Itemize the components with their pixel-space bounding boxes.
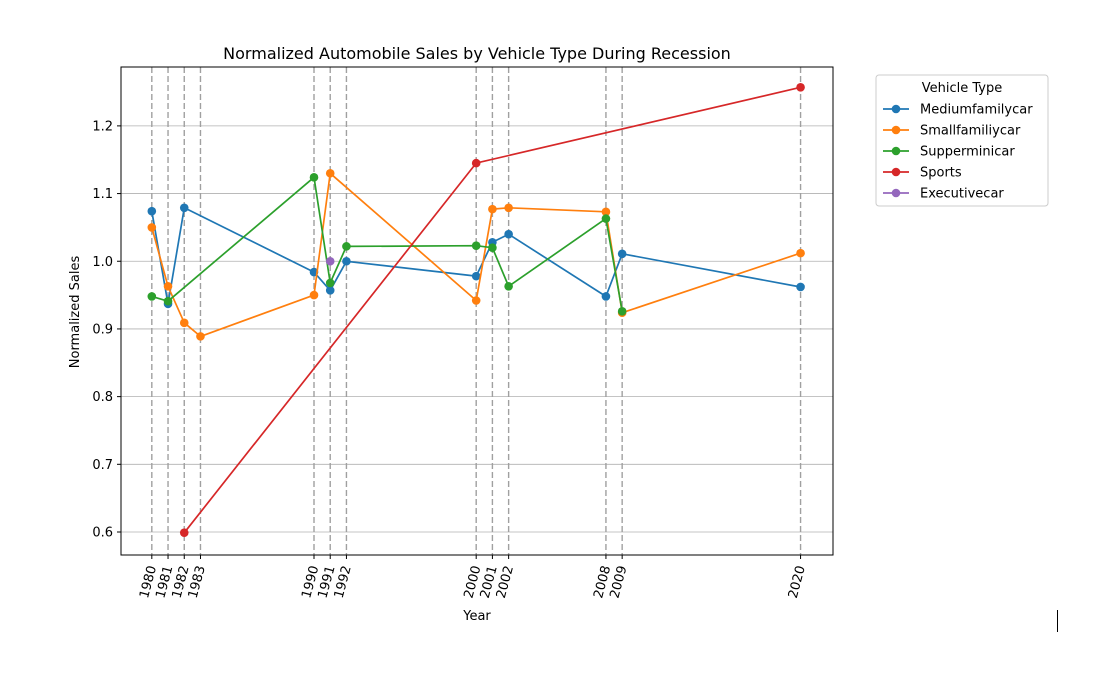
y-tick-label: 1.2 xyxy=(92,119,113,134)
y-tick-label: 1.1 xyxy=(92,187,113,202)
y-tick-label: 0.6 xyxy=(92,525,113,540)
data-point xyxy=(617,249,627,259)
legend-swatch-marker xyxy=(891,125,901,135)
legend-item: Sports xyxy=(883,166,962,181)
series-line xyxy=(150,206,801,305)
data-point xyxy=(342,256,351,266)
series-sports xyxy=(179,83,805,537)
data-point xyxy=(504,229,513,239)
series-line xyxy=(151,176,624,312)
data-point xyxy=(471,241,481,250)
text-cursor xyxy=(1057,610,1058,632)
data-point xyxy=(471,296,481,305)
legend-box xyxy=(875,74,1049,207)
data-point xyxy=(504,281,513,291)
legend-label: Smallfamiliycar xyxy=(920,124,1021,139)
data-point xyxy=(601,214,611,223)
y-tick-label: 1.0 xyxy=(92,255,113,270)
y-tick-label: 0.7 xyxy=(92,458,113,473)
data-point xyxy=(325,256,335,266)
data-point xyxy=(796,83,805,92)
data-point xyxy=(325,286,335,295)
data-point xyxy=(342,242,351,251)
data-point xyxy=(488,243,497,253)
legend-title: Vehicle Type xyxy=(922,81,1002,96)
plot-area-frame xyxy=(120,66,834,556)
legend-item: Mediumfamilycar xyxy=(883,103,1033,118)
recession-year-lines xyxy=(151,67,802,555)
legend-swatch-marker xyxy=(891,104,901,114)
grid-lines xyxy=(121,125,833,533)
series-line xyxy=(150,172,801,338)
data-point xyxy=(309,173,319,182)
legend-label: Sports xyxy=(920,166,962,181)
series-executivecar xyxy=(325,256,335,266)
legend-label: Supperminicar xyxy=(920,145,1015,160)
legend: Vehicle Type Mediumfamilycar Smallfamiliy… xyxy=(875,74,1049,207)
legend-swatch-marker xyxy=(891,188,901,198)
legend-item: Executivecar xyxy=(883,187,1004,202)
data-point xyxy=(163,296,173,306)
data-point xyxy=(471,271,481,281)
legend-swatch-marker xyxy=(891,146,901,156)
legend-item: Smallfamiliycar xyxy=(883,124,1021,139)
data-point xyxy=(471,158,481,168)
data-point xyxy=(617,307,627,316)
series-supperminicar xyxy=(147,173,627,316)
data-point xyxy=(147,206,157,216)
chart-title: Normalized Automobile Sales by Vehicle T… xyxy=(223,44,731,63)
data-point xyxy=(325,278,335,288)
data-point xyxy=(179,318,189,328)
data-point xyxy=(488,204,497,214)
data-point xyxy=(309,290,319,300)
data-point xyxy=(796,248,805,258)
data-point xyxy=(504,203,513,213)
data-point xyxy=(147,223,157,232)
data-point xyxy=(179,528,189,537)
legend-items: Mediumfamilycar Smallfamiliycar Suppermini… xyxy=(883,103,1033,202)
data-point xyxy=(601,207,611,217)
x-tick-label: 2020 xyxy=(786,564,809,600)
data-point xyxy=(179,203,189,213)
series-lines xyxy=(147,83,805,537)
data-point xyxy=(196,332,205,341)
y-tick-label: 0.8 xyxy=(92,390,113,405)
legend-swatch-marker xyxy=(891,167,901,177)
data-point xyxy=(163,281,173,291)
legend-label: Mediumfamilycar xyxy=(920,103,1033,118)
x-axis-label: Year xyxy=(462,609,491,624)
data-point xyxy=(325,168,335,178)
data-point xyxy=(601,292,611,301)
y-axis-label: Normalized Sales xyxy=(68,256,83,369)
y-axis-ticks: 0.6 0.7 0.8 0.9 1.0 1.1 1.2 xyxy=(92,119,121,540)
y-tick-label: 0.9 xyxy=(92,322,113,337)
data-point xyxy=(796,282,805,292)
legend-item: Supperminicar xyxy=(883,145,1015,160)
data-point xyxy=(147,292,157,301)
legend-label: Executivecar xyxy=(920,187,1004,202)
